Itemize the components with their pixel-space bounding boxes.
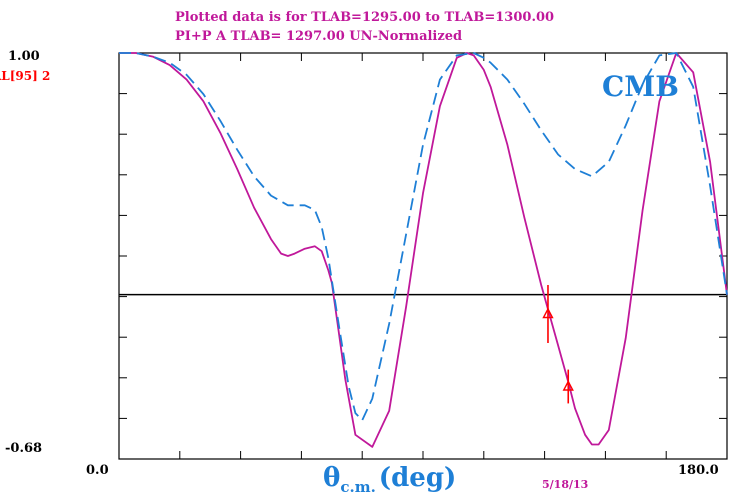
header-line-1: Plotted data is for TLAB=1295.00 to TLAB… (175, 10, 554, 25)
date-label: 5/18/13 (542, 478, 588, 491)
data-point-triangle (562, 380, 574, 391)
x-tick-label-right: 180.0 (678, 463, 719, 478)
x-tick-label-left: 0.0 (86, 463, 109, 478)
header-line-2: PI+P A TLAB= 1297.00 UN-Normalized (175, 29, 462, 44)
series-layer (119, 52, 728, 448)
data-points-layer (542, 285, 574, 404)
series-line-dashed (119, 52, 728, 422)
y-tick-label-top: 1.00 (8, 49, 40, 64)
annotation-cmb: CMB (602, 70, 679, 103)
series-line-solid (119, 52, 728, 448)
y-tick-label-bottom: -0.68 (5, 441, 42, 456)
x-axis-label: θc.m. (deg) (323, 463, 456, 496)
y-axis-label: AL[95] 2 (0, 69, 50, 83)
axis-ticks (119, 53, 727, 459)
x-axis-label-unit: (deg) (379, 463, 457, 493)
x-axis-label-sub: c.m. (340, 478, 375, 496)
plot-area (118, 52, 728, 460)
x-axis-label-theta: θ (323, 463, 340, 493)
data-point-triangle (542, 307, 554, 319)
